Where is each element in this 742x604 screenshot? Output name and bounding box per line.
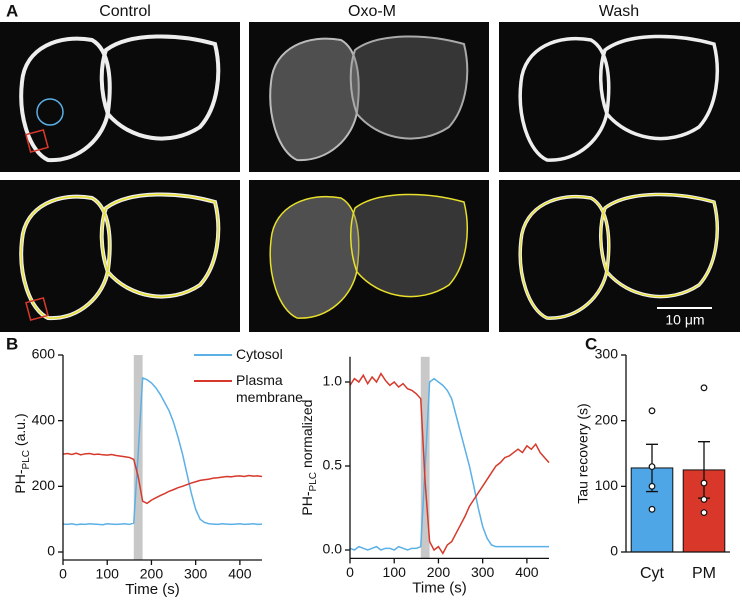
panel-label: A: [6, 1, 18, 20]
image-title: Wash: [599, 3, 639, 20]
data-point: [700, 384, 708, 392]
y-tick-label: 100: [595, 477, 619, 493]
x-tick-label: 100: [383, 564, 407, 580]
y-tick-label: 200: [32, 477, 56, 493]
legend-label: Cytosol: [236, 346, 283, 362]
data-point: [648, 407, 656, 415]
y-tick-label: 0: [47, 543, 55, 559]
x-axis-label: Time (s): [412, 579, 466, 596]
line: [349, 377, 549, 551]
data-point: [648, 505, 656, 513]
x-tick-label: 200: [140, 566, 164, 582]
y-axis-label: PH-PLC normalized: [299, 400, 319, 516]
scale-bar-label: 10 μm: [665, 312, 704, 328]
panel-label: C: [585, 334, 597, 353]
y-tick-label: 0.0: [323, 541, 343, 557]
micrograph: [499, 180, 740, 332]
x-tick-label: 300: [471, 564, 495, 580]
y-tick-label: 1.0: [323, 373, 343, 389]
x-tick-label: PM: [692, 565, 716, 582]
y-axis-label: Tau recovery (s): [575, 403, 591, 503]
micrograph: [0, 22, 240, 172]
legend-item: Plasma membrane: [236, 372, 303, 405]
y-axis-label: PH-PLC (a.u.): [12, 413, 32, 493]
data-point: [700, 496, 708, 503]
y-tick-label: 300: [595, 346, 619, 362]
y-axis-label-part: (a.u.): [12, 413, 28, 446]
x-tick-label: 400: [228, 566, 252, 582]
y-tick-label: 0: [610, 543, 618, 559]
image-title: Control: [99, 3, 151, 20]
micrograph: [249, 22, 489, 172]
line: [62, 376, 263, 526]
y-axis-label-part: normalized: [299, 400, 315, 468]
y-tick-label: 600: [32, 346, 56, 362]
x-tick-label: 400: [515, 564, 539, 580]
data-point: [648, 482, 656, 490]
y-axis-label-part: PH-: [12, 469, 28, 493]
line: [349, 372, 550, 555]
y-tick-label: 400: [32, 411, 56, 427]
data-point: [700, 509, 708, 516]
line: [62, 452, 263, 505]
x-tick-label: 0: [59, 566, 67, 582]
image-title: Oxo-M: [348, 3, 396, 20]
x-tick-label: 100: [96, 566, 120, 582]
y-tick-label: 0.5: [323, 457, 343, 473]
y-tick-label: 200: [595, 411, 619, 427]
micrograph: [499, 22, 740, 172]
legend-label: Plasma membrane: [236, 372, 303, 405]
y-axis-label-part: PLC: [21, 450, 32, 469]
x-axis-label: Time (s): [125, 581, 179, 598]
legend-item: Cytosol: [236, 346, 283, 362]
x-tick-label: 200: [427, 564, 451, 580]
data-point: [700, 479, 708, 487]
x-tick-label: 0: [346, 564, 354, 580]
micrograph: [0, 180, 240, 332]
y-axis-label-part: PLC: [308, 472, 319, 491]
y-axis-label-part: PH-: [299, 491, 315, 515]
x-tick-label: Cyt: [640, 565, 665, 582]
x-tick-label: 300: [184, 566, 208, 582]
micrograph: [249, 180, 489, 332]
data-point: [648, 463, 656, 471]
panel-label: B: [6, 334, 18, 353]
